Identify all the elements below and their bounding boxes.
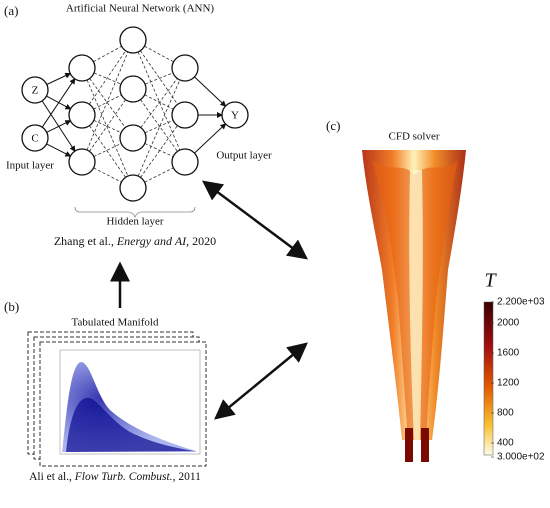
arrow xyxy=(214,342,308,420)
colorbar-label: 1200 xyxy=(497,378,520,389)
year: , 2011 xyxy=(173,471,202,483)
panel-label: (b) xyxy=(4,299,19,314)
colorbar xyxy=(483,301,494,456)
citation: Ali et al., Flow Turb. Combust., 2011 xyxy=(29,471,201,483)
connection xyxy=(88,50,127,105)
authors: Zhang et al., xyxy=(54,234,117,248)
connection xyxy=(46,120,72,133)
neuron xyxy=(171,101,199,129)
connection xyxy=(144,143,174,157)
connection xyxy=(93,167,122,183)
connection xyxy=(194,123,227,154)
node-label: Z xyxy=(32,85,39,97)
neuron xyxy=(171,54,199,82)
connection xyxy=(86,51,129,151)
neuron xyxy=(68,101,96,129)
neuron xyxy=(21,76,49,104)
connection xyxy=(93,119,122,134)
year: , 2020 xyxy=(186,234,216,248)
journal: Energy and AI xyxy=(116,234,187,248)
neuron xyxy=(119,26,147,54)
connection xyxy=(194,76,227,107)
connection xyxy=(140,125,178,178)
connection xyxy=(137,51,181,151)
colorbar-labels: 2.200e+03 2000 1600 1200 800 400 3.000e+02 xyxy=(491,297,545,463)
panel-title: Artificial Neural Network (ANN) xyxy=(66,3,214,15)
connection xyxy=(93,45,122,63)
connection xyxy=(86,79,129,177)
connection xyxy=(41,77,76,128)
colorbar-label: 1600 xyxy=(497,348,520,359)
authors: Ali et al., xyxy=(29,471,75,483)
layer-label: Input layer xyxy=(6,160,54,172)
journal: Flow Turb. Combust. xyxy=(74,471,173,483)
arrow xyxy=(201,180,309,260)
connection xyxy=(144,119,174,134)
neuron xyxy=(68,148,96,176)
connection xyxy=(89,78,126,128)
connection xyxy=(46,72,72,85)
connection xyxy=(140,78,178,128)
neuron xyxy=(119,75,147,103)
connection xyxy=(144,45,174,63)
connection xyxy=(144,167,174,183)
connection xyxy=(93,143,122,157)
colorbar-title: T xyxy=(484,270,497,292)
neuron xyxy=(119,124,147,152)
connection xyxy=(137,79,181,177)
colorbar-label: 800 xyxy=(497,408,514,419)
colorbar-label: 2.200e+03 xyxy=(497,297,545,308)
manifold-plot xyxy=(27,331,207,467)
colorbar-label: 2000 xyxy=(497,318,520,329)
neuron xyxy=(221,101,249,129)
neuron xyxy=(68,54,96,82)
network: Z C Y xyxy=(21,26,249,202)
node-label: C xyxy=(31,133,38,145)
brace xyxy=(74,206,196,219)
panel-title: Tabulated Manifold xyxy=(72,317,159,329)
flame xyxy=(362,150,466,462)
connection xyxy=(140,50,178,105)
layer-label: Hidden layer xyxy=(106,216,163,228)
panel-title: CFD solver xyxy=(388,131,439,143)
neuron xyxy=(171,148,199,176)
connection xyxy=(144,72,174,85)
layer-label: Output layer xyxy=(216,150,272,162)
neuron xyxy=(21,124,49,152)
colorbar-label: 3.000e+02 xyxy=(497,452,545,463)
citation: Zhang et al., Energy and AI, 2020 xyxy=(54,234,216,248)
connection xyxy=(89,99,126,152)
connection xyxy=(46,143,72,157)
connection xyxy=(144,94,174,110)
colorbar-label: 400 xyxy=(497,438,514,449)
connection xyxy=(89,125,126,178)
panel-label: (c) xyxy=(326,118,340,133)
panel-label: (a) xyxy=(4,3,18,18)
node-label: Y xyxy=(231,110,239,122)
connection xyxy=(140,99,178,152)
neuron xyxy=(119,174,147,202)
